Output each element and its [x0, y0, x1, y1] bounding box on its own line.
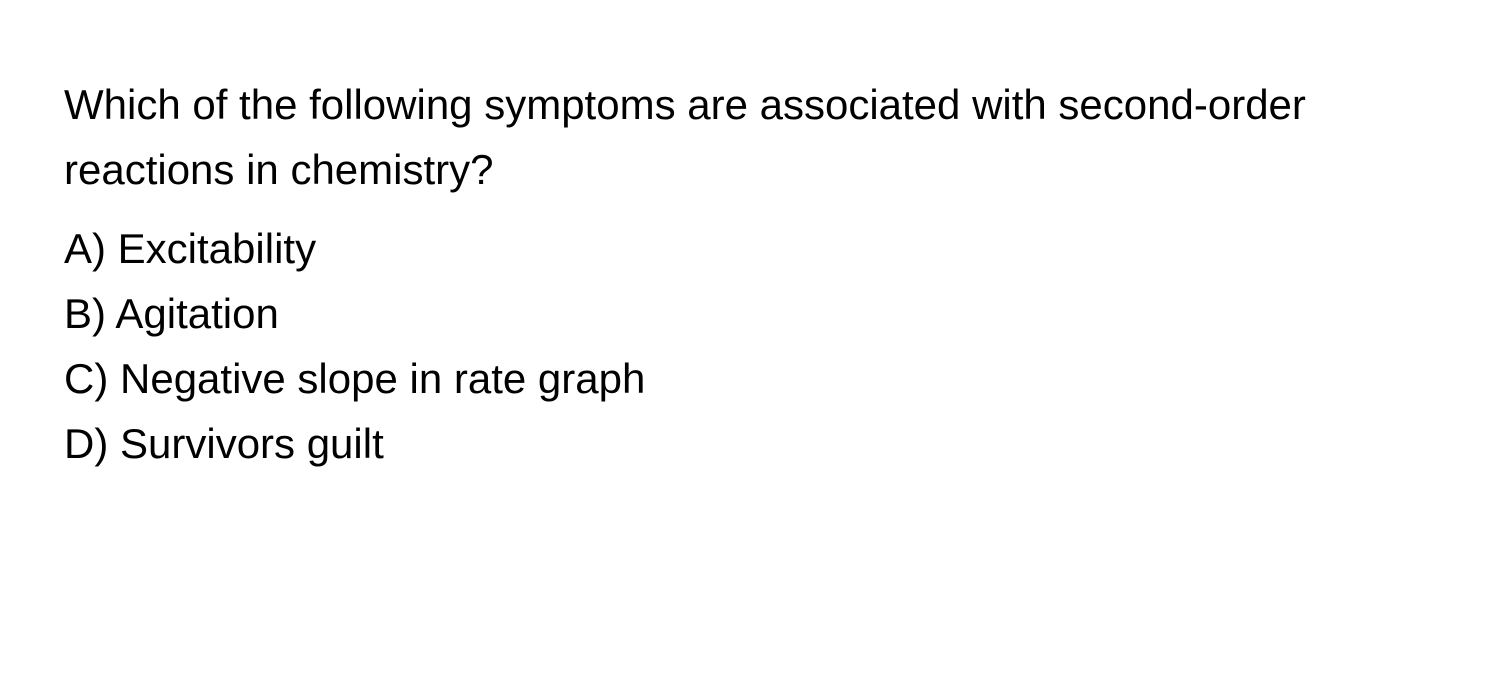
- option-b-text: Agitation: [115, 290, 278, 337]
- option-a-text: Excitability: [118, 225, 316, 272]
- option-b: B) Agitation: [64, 281, 1436, 346]
- option-d: D) Survivors guilt: [64, 411, 1436, 476]
- option-a-label: A): [64, 225, 106, 272]
- option-d-text: Survivors guilt: [120, 420, 384, 467]
- option-d-label: D): [64, 420, 108, 467]
- question-text: Which of the following symptoms are asso…: [64, 72, 1436, 202]
- option-b-label: B): [64, 290, 106, 337]
- option-c: C) Negative slope in rate graph: [64, 346, 1436, 411]
- option-a: A) Excitability: [64, 216, 1436, 281]
- option-c-label: C): [64, 355, 108, 402]
- option-c-text: Negative slope in rate graph: [120, 355, 645, 402]
